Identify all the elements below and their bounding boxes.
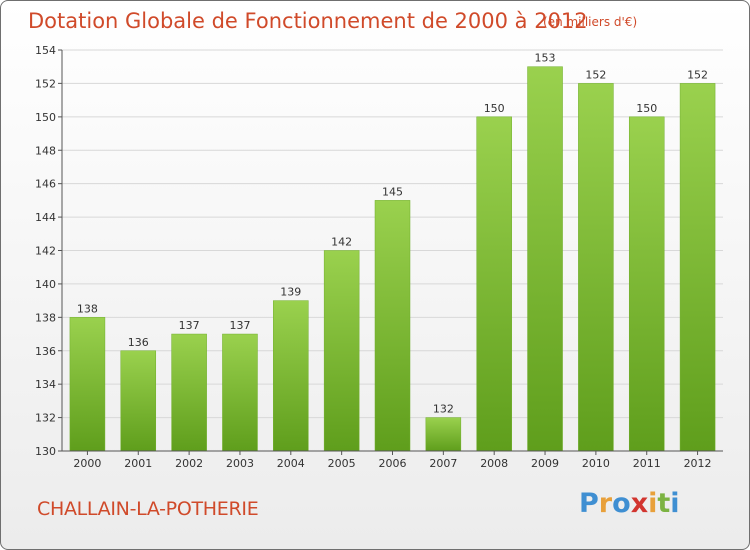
data-label-2011: 150 [636, 102, 657, 115]
bar-2009 [527, 66, 563, 452]
bar-2005 [323, 250, 360, 452]
y-tick-label: 132 [35, 412, 56, 425]
axes [58, 49, 723, 455]
x-tick-label-2011: 2011 [633, 457, 661, 470]
x-tick-label-2000: 2000 [73, 457, 101, 470]
x-tick-label-2012: 2012 [684, 457, 712, 470]
data-label-2009: 153 [535, 52, 556, 65]
bars [69, 66, 716, 452]
data-label-2004: 139 [280, 286, 301, 299]
bar-2004 [273, 300, 309, 452]
x-tick-label-2008: 2008 [480, 457, 508, 470]
y-tick-label: 144 [35, 211, 56, 224]
chart-title: Dotation Globale de Fonctionnement de 20… [28, 9, 588, 33]
y-tick-label: 150 [35, 111, 56, 124]
y-tick-label: 140 [35, 278, 56, 291]
y-tick-label: 146 [35, 178, 56, 191]
x-tick-label-2009: 2009 [531, 457, 559, 470]
x-tick-label-2003: 2003 [226, 457, 254, 470]
labels: 130 132 134 136 138 140 142 144 146 148 150 152 154 1… [35, 44, 712, 470]
x-tick-label-2007: 2007 [429, 457, 457, 470]
x-tick-label-2006: 2006 [379, 457, 407, 470]
data-label-2001: 136 [128, 336, 149, 349]
y-tick-label: 148 [35, 144, 56, 157]
y-tick-label: 130 [35, 445, 56, 458]
bar-2000 [69, 317, 106, 452]
bar-2011 [628, 116, 665, 452]
commune-name: CHALLAIN-LA-POTHERIE [37, 498, 259, 520]
data-label-2010: 152 [585, 68, 606, 81]
data-label-2012: 152 [687, 68, 708, 81]
y-tick-label: 136 [35, 345, 56, 358]
x-tick-label-2005: 2005 [328, 457, 356, 470]
bar-2012 [679, 83, 716, 452]
bar-2001 [120, 350, 157, 452]
data-label-2002: 137 [179, 319, 200, 332]
bar-2010 [578, 83, 614, 452]
data-label-2006: 145 [382, 185, 403, 198]
x-tick-label-2004: 2004 [277, 457, 305, 470]
y-tick-label: 142 [35, 245, 56, 258]
bar-2007 [425, 417, 462, 452]
data-label-2007: 132 [433, 403, 454, 416]
x-tick-label-2001: 2001 [124, 457, 152, 470]
data-label-2000: 138 [77, 302, 98, 315]
bar-2008 [476, 116, 512, 452]
bar-2006 [374, 200, 411, 452]
data-label-2005: 142 [331, 236, 352, 249]
unit-label: (en milliers d'€) [543, 15, 638, 29]
data-label-2008: 150 [484, 102, 505, 115]
y-tick-label: 154 [35, 44, 56, 57]
y-tick-label: 152 [35, 77, 56, 90]
x-tick-label-2010: 2010 [582, 457, 610, 470]
bar-2003 [222, 333, 258, 452]
data-label-2003: 137 [229, 319, 250, 332]
x-tick-label-2002: 2002 [175, 457, 203, 470]
bar-2002 [171, 333, 207, 452]
y-tick-label: 138 [35, 311, 56, 324]
proxiti-logo: Proxiti [579, 488, 680, 519]
y-tick-label: 134 [35, 378, 56, 391]
